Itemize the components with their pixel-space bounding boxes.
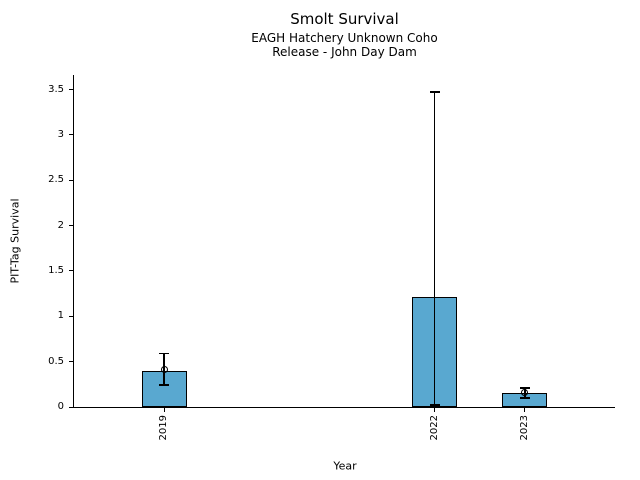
x-tick <box>163 408 165 412</box>
y-tick <box>69 270 73 272</box>
x-axis-label: Year <box>333 459 357 473</box>
x-tick-label: 2023 <box>518 415 530 441</box>
y-tick-label: 2 <box>57 219 64 231</box>
y-tick-label: 0 <box>57 401 64 412</box>
x-axis-spine <box>73 407 615 408</box>
y-tick <box>69 361 73 363</box>
y-axis-spine <box>73 75 74 408</box>
y-tick-label: 1 <box>57 310 64 322</box>
x-tick-label: 2022 <box>428 415 440 441</box>
x-tick <box>434 408 436 412</box>
y-tick-label: 2.5 <box>48 174 64 186</box>
error-bar-cap-bottom <box>429 404 440 406</box>
chart-subtitle-line1: EAGH Hatchery Unknown Coho <box>251 31 438 45</box>
y-tick <box>69 406 73 408</box>
y-axis-label: PIT-Tag Survival <box>8 198 22 284</box>
chart-title: Smolt Survival <box>290 10 399 28</box>
y-tick-label: 1.5 <box>48 264 64 276</box>
y-tick <box>69 89 73 90</box>
plot-area: 0 0.5 1 1.5 2 2.5 3 3.5 2019 2022 2023 <box>48 75 615 440</box>
error-bar-cap-bottom <box>519 397 530 399</box>
data-point-marker <box>160 366 168 374</box>
error-bar-line <box>433 92 436 406</box>
data-point-marker <box>521 388 529 396</box>
y-tick-label: 3.5 <box>48 83 64 95</box>
error-bar-cap-bottom <box>159 384 170 386</box>
error-bar-cap-top <box>519 387 530 389</box>
chart-subtitle-line2: Release - John Day Dam <box>272 45 417 59</box>
y-tick-label: 0.5 <box>48 355 64 367</box>
y-tick <box>69 134 73 136</box>
x-tick-label: 2019 <box>158 415 170 441</box>
y-tick <box>69 225 73 227</box>
y-tick-label: 3 <box>57 128 64 140</box>
x-tick <box>524 408 526 412</box>
error-bar-cap-top <box>429 91 440 93</box>
y-tick <box>69 179 73 181</box>
error-bar-cap-top <box>159 352 170 355</box>
y-tick <box>69 315 73 317</box>
